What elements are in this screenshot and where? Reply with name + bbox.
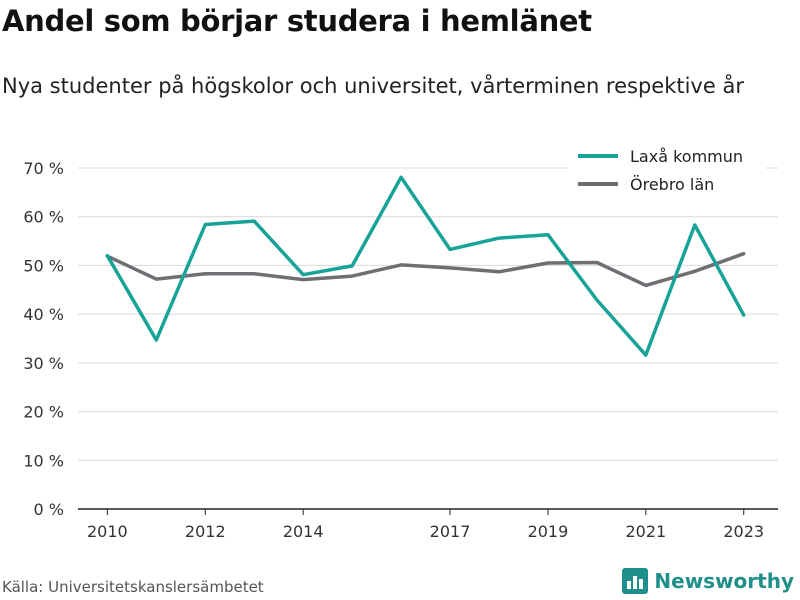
series-line-0[interactable] <box>105 175 746 357</box>
data-point[interactable] <box>644 353 648 357</box>
data-point[interactable] <box>350 264 354 268</box>
data-point[interactable] <box>595 261 599 265</box>
bar-chart-logo-icon <box>622 568 649 594</box>
data-point[interactable] <box>693 223 697 227</box>
y-tick-label: 30 % <box>23 354 64 373</box>
data-point[interactable] <box>105 254 109 258</box>
x-tick-label: 2023 <box>723 522 764 541</box>
data-point[interactable] <box>301 273 305 277</box>
data-point[interactable] <box>350 274 354 278</box>
data-point[interactable] <box>644 283 648 287</box>
x-tick-label: 2014 <box>283 522 324 541</box>
chart-subtitle: Nya studenter på högskolor och universit… <box>2 74 744 98</box>
series-line-1[interactable] <box>105 251 746 288</box>
data-point[interactable] <box>252 272 256 276</box>
x-tick-label: 2017 <box>430 522 471 541</box>
data-point[interactable] <box>448 247 452 251</box>
data-point[interactable] <box>693 269 697 273</box>
data-point[interactable] <box>252 219 256 223</box>
source-note: Källa: Universitetskanslersämbetet <box>2 578 264 596</box>
legend-label: Örebro län <box>630 175 714 194</box>
data-point[interactable] <box>595 298 599 302</box>
data-point[interactable] <box>546 261 550 265</box>
x-tick-label: 2019 <box>528 522 569 541</box>
y-tick-label: 50 % <box>23 256 64 275</box>
x-tick-label: 2021 <box>625 522 666 541</box>
legend-background <box>568 142 766 204</box>
data-point[interactable] <box>399 175 403 179</box>
legend-label: Laxå kommun <box>630 147 743 166</box>
data-point[interactable] <box>154 277 158 281</box>
data-point[interactable] <box>497 270 501 274</box>
brand-name: Newsworthy <box>654 569 794 593</box>
data-point[interactable] <box>301 278 305 282</box>
x-tick-label: 2010 <box>87 522 128 541</box>
data-point[interactable] <box>154 338 158 342</box>
y-tick-label: 40 % <box>23 305 64 324</box>
brand-logo[interactable]: Newsworthy <box>622 568 794 594</box>
data-point[interactable] <box>399 263 403 267</box>
data-point[interactable] <box>203 272 207 276</box>
y-tick-label: 0 % <box>34 500 64 519</box>
y-tick-label: 60 % <box>23 208 64 227</box>
data-point[interactable] <box>742 252 746 256</box>
data-point[interactable] <box>448 266 452 270</box>
y-tick-label: 10 % <box>23 451 64 470</box>
data-point[interactable] <box>546 233 550 237</box>
data-point[interactable] <box>497 236 501 240</box>
y-tick-label: 20 % <box>23 403 64 422</box>
data-point[interactable] <box>203 223 207 227</box>
y-tick-label: 70 % <box>23 159 64 178</box>
chart-title: Andel som börjar studera i hemlänet <box>2 4 592 38</box>
x-tick-label: 2012 <box>185 522 226 541</box>
data-point[interactable] <box>742 313 746 317</box>
